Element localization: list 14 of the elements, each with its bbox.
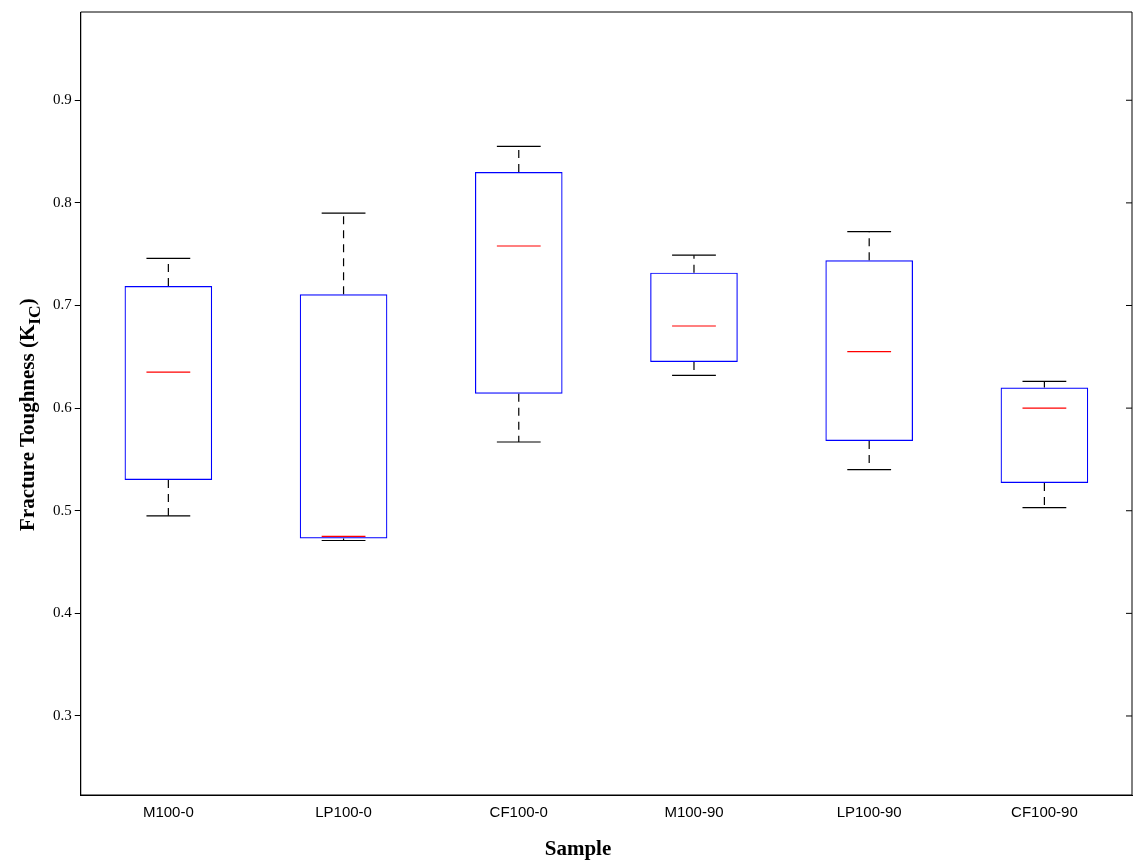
- y-tick-label: 0.4: [53, 604, 73, 621]
- x-tick-label: M100-0: [142, 803, 194, 821]
- x-tick-label: CF100-0: [489, 803, 548, 821]
- y-tick-label: 0.6: [53, 399, 73, 416]
- x-axis-title: Sample: [543, 836, 613, 861]
- x-tick-label: LP100-90: [836, 803, 902, 821]
- y-tick-label: 0.3: [53, 706, 72, 723]
- y-tick-label: 0.5: [53, 501, 72, 518]
- x-tick-label: LP100-0: [315, 803, 372, 821]
- x-tick-label: M100-90: [664, 803, 724, 821]
- y-tick-label: 0.8: [53, 193, 72, 210]
- x-tick-label: CF100-90: [1011, 803, 1078, 821]
- y-tick-label: 0.7: [53, 296, 73, 313]
- y-tick-label: 0.9: [53, 91, 72, 108]
